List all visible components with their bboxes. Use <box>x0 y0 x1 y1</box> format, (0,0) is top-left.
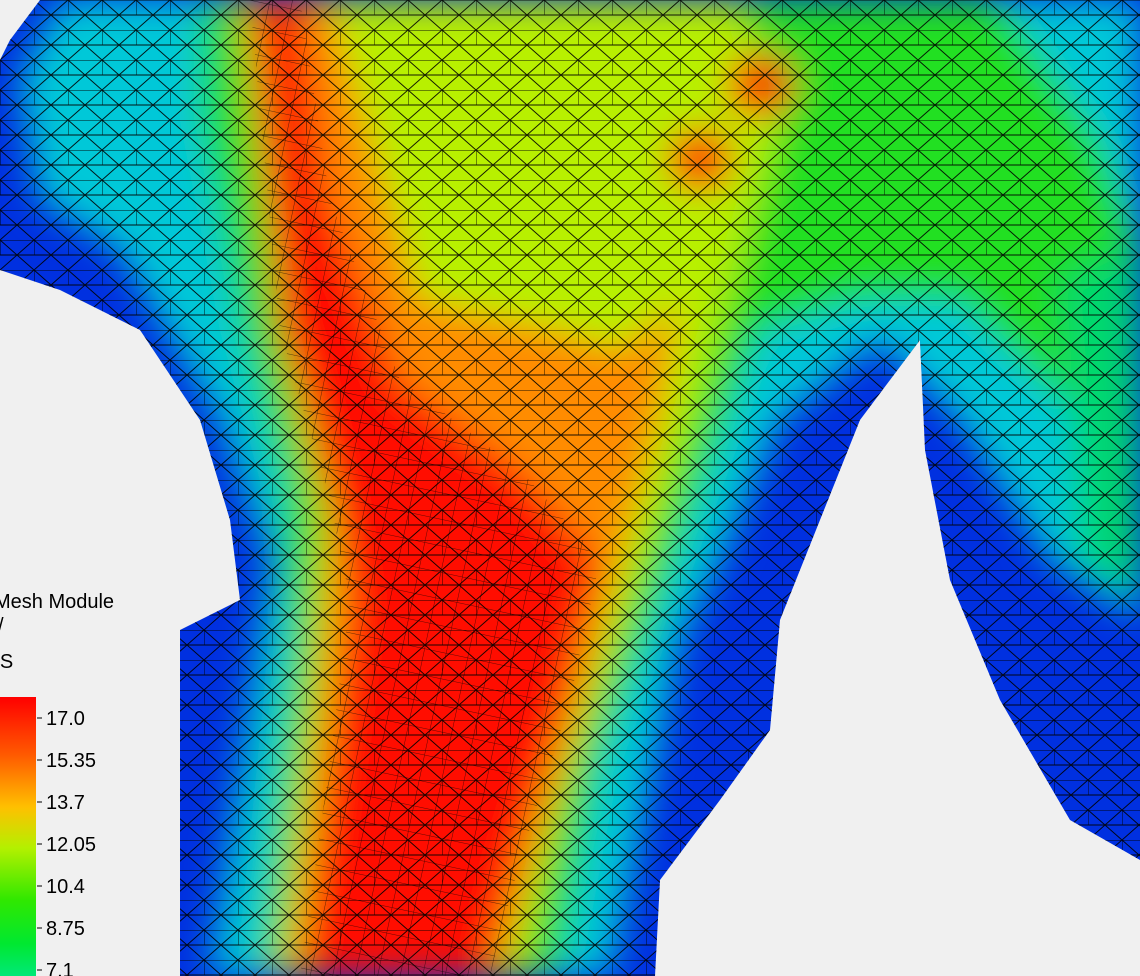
legend-label: 7.1 <box>46 960 74 976</box>
legend-label: 13.7 <box>46 792 85 814</box>
legend-title: / <box>0 615 4 637</box>
page: Mesh Module / 'S 17.0 15.35 13.7 12.05 10.4 8… <box>0 0 1140 976</box>
mesh-view: Mesh Module / 'S 17.0 15.35 13.7 12.05 10.4 8… <box>0 0 1140 976</box>
legend-label: 15.35 <box>46 750 96 772</box>
legend: Mesh Module / 'S 17.0 15.35 13.7 12.05 10.4 8… <box>0 580 180 976</box>
color-bar <box>0 697 36 976</box>
legend-title: Mesh Module <box>0 591 114 613</box>
legend-label: 12.05 <box>46 834 96 856</box>
legend-label: 17.0 <box>46 708 85 730</box>
legend-title: 'S <box>0 651 13 673</box>
legend-label: 10.4 <box>46 876 85 898</box>
legend-label: 8.75 <box>46 918 85 940</box>
